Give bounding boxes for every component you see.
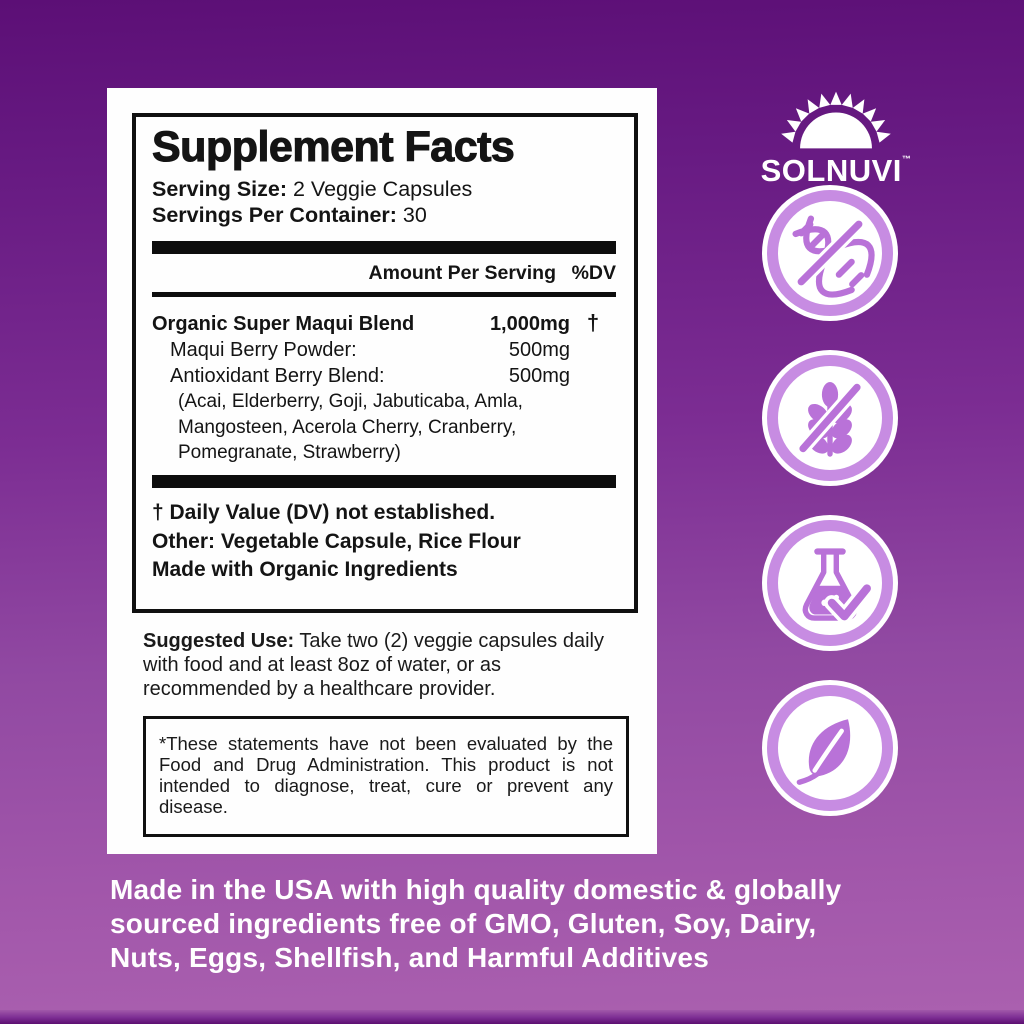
footer-line: Made in the USA with high quality domest… xyxy=(110,874,842,905)
fda-disclaimer-box: *These statements have not been evaluate… xyxy=(143,716,629,837)
lab-tested-flask-icon xyxy=(802,548,875,624)
badge-column xyxy=(767,190,893,811)
serving-size-value: 2 Veggie Capsules xyxy=(293,177,473,202)
serving-size-line: Serving Size: 2 Veggie Capsules xyxy=(152,176,616,202)
blend-ingredients-detail: (Acai, Elderberry, Goji, Jabuticaba, Aml… xyxy=(152,389,616,465)
suggested-use-label: Suggested Use: xyxy=(143,630,295,653)
servings-per-container-label: Servings Per Container: xyxy=(152,203,397,228)
badge-non-gmo xyxy=(767,190,893,316)
divider-thick-bottom xyxy=(152,474,616,488)
blend-detail-line: Mangosteen, Acerola Cherry, Cranberry, xyxy=(178,416,517,438)
ingredient-row-blend: Organic Super Maqui Blend 1,000mg † xyxy=(152,309,616,338)
footnote-organic: Made with Organic Ingredients xyxy=(152,558,458,582)
trademark-mark: ™ xyxy=(901,154,912,164)
badge-gluten-free xyxy=(767,355,893,481)
suggested-use-text: Take two (2) veggie capsules daily with … xyxy=(143,630,604,700)
serving-size-label: Serving Size: xyxy=(152,177,288,202)
servings-per-container-line: Servings Per Container: 30 xyxy=(152,202,616,228)
brand-logo: SOLNUVI™ xyxy=(741,86,931,186)
background-bottom-strip xyxy=(0,1010,1024,1024)
footnote-other-ingredients: Other: Vegetable Capsule, Rice Flour xyxy=(152,529,521,553)
ingredient-row-maqui: Maqui Berry Powder: 500mg xyxy=(152,337,616,363)
blend-detail-line: Pomegranate, Strawberry) xyxy=(178,442,401,464)
ingredient-name: Maqui Berry Powder: xyxy=(170,339,357,362)
amount-per-serving-header: Amount Per Serving %DV xyxy=(152,254,616,292)
blend-detail-line: (Acai, Elderberry, Goji, Jabuticaba, Aml… xyxy=(178,391,523,413)
footer-line: Nuts, Eggs, Shellfish, and Harmful Addit… xyxy=(110,942,709,974)
natural-leaf-icon xyxy=(796,719,851,785)
badge-natural xyxy=(767,685,893,811)
divider-thin xyxy=(152,291,616,297)
supplement-label-panel: Supplement Facts Serving Size: 2 Veggie … xyxy=(107,88,657,854)
divider-thick-top xyxy=(152,240,616,254)
footer-claims: Made in the USA with high quality domest… xyxy=(110,873,950,975)
ingredient-name: Antioxidant Berry Blend: xyxy=(170,365,385,388)
ingredient-dv: † xyxy=(586,309,600,335)
supplement-facts-box: Supplement Facts Serving Size: 2 Veggie … xyxy=(132,113,638,614)
amount-header-label: Amount Per Serving xyxy=(368,261,556,284)
footer-line: sourced ingredients free of GMO, Gluten,… xyxy=(110,908,817,940)
no-gluten-wheat-icon xyxy=(796,380,864,457)
ingredient-amount: 500mg xyxy=(508,365,570,388)
ingredient-amount: 500mg xyxy=(508,339,570,362)
footnote-daily-value: † Daily Value (DV) not established. xyxy=(152,500,496,524)
dv-header-label: %DV xyxy=(571,261,616,284)
supplement-facts-title: Supplement Facts xyxy=(151,123,515,171)
suggested-use-paragraph: Suggested Use: Take two (2) veggie capsu… xyxy=(143,630,627,701)
label-footnotes: † Daily Value (DV) not established. Othe… xyxy=(152,499,616,586)
badge-lab-tested xyxy=(767,520,893,646)
sunrise-icon xyxy=(781,91,891,149)
fda-disclaimer-text: *These statements have not been evaluate… xyxy=(159,733,613,817)
ingredient-name: Organic Super Maqui Blend xyxy=(152,312,415,335)
ingredient-amount: 1,000mg xyxy=(489,312,570,335)
no-gmo-dna-icon xyxy=(792,215,875,298)
servings-per-container-value: 30 xyxy=(402,203,427,228)
ingredient-row-antioxidant: Antioxidant Berry Blend: 500mg xyxy=(152,363,616,389)
brand-name: SOLNUVI™ xyxy=(760,153,912,188)
